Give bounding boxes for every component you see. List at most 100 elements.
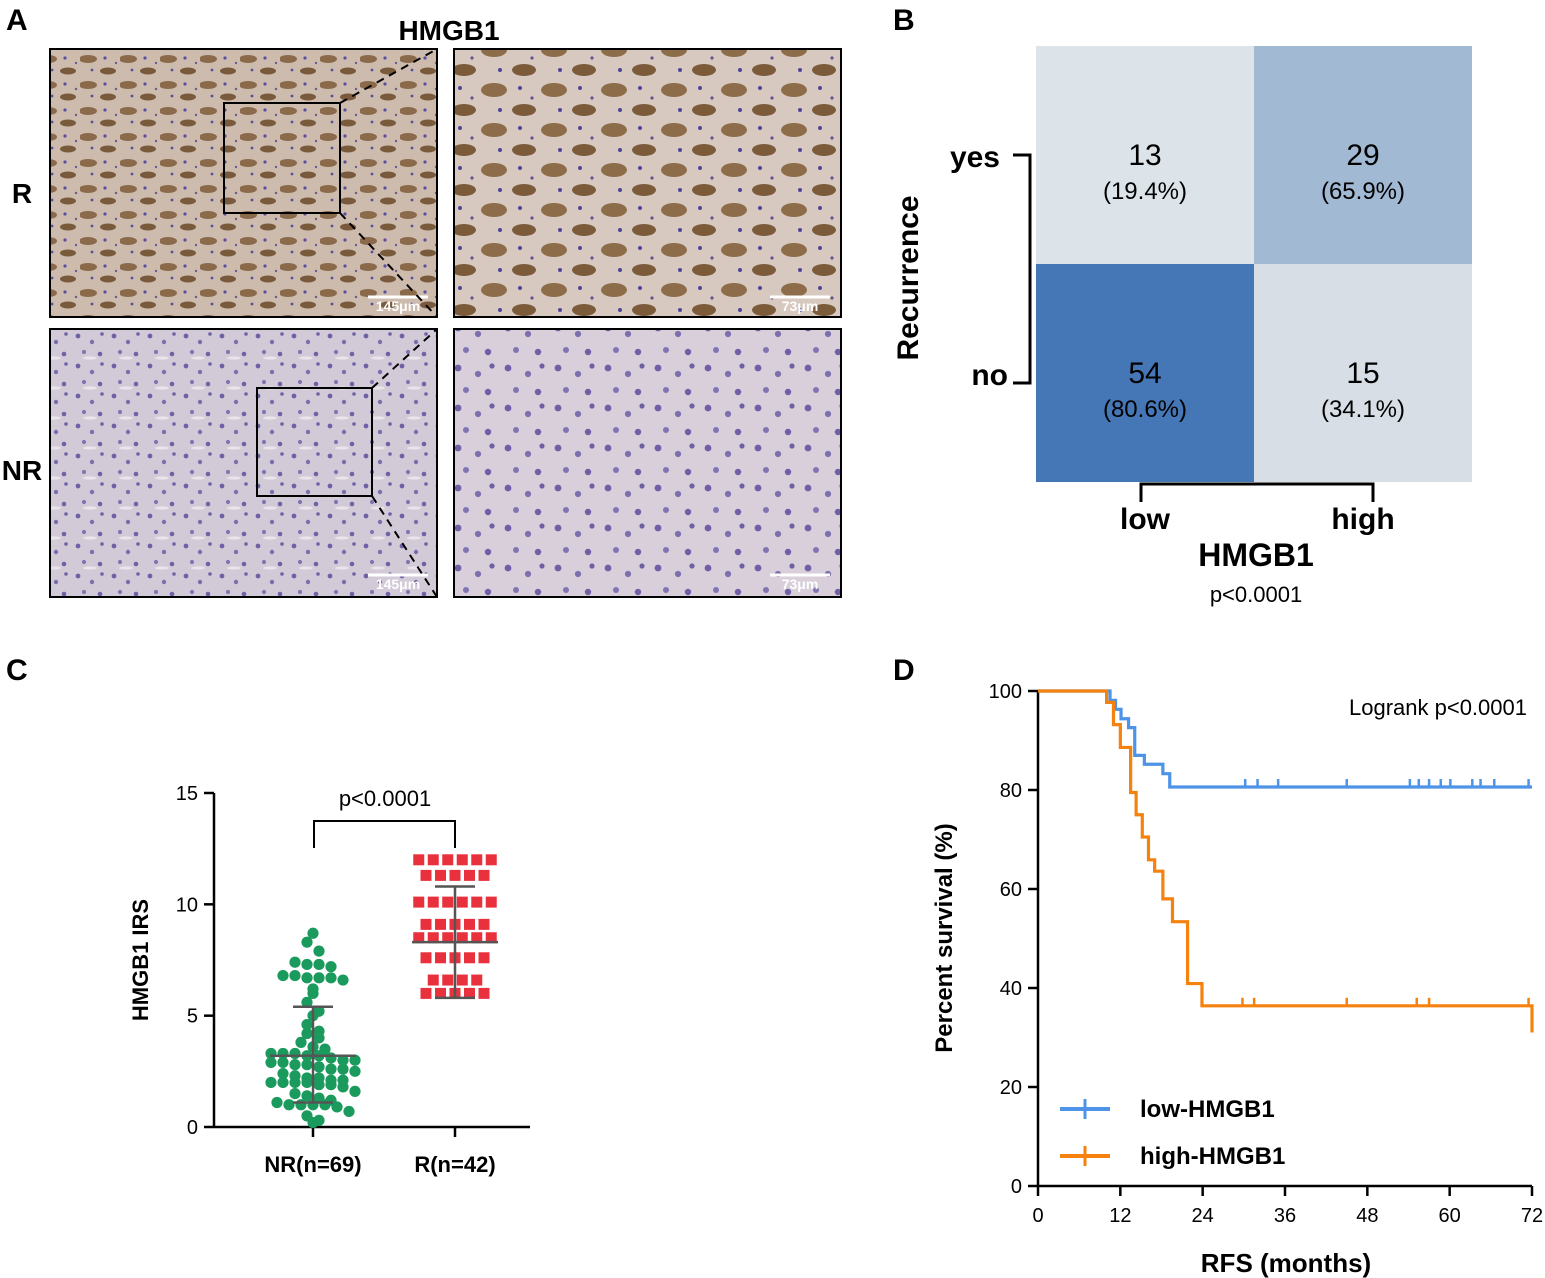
micrograph-r-zoom: 73μm — [453, 48, 842, 318]
r-data-point — [413, 854, 425, 866]
panel-b: B 13 (19.4%) 29 (65.9%) 54 (80.6%) 15 (3… — [892, 4, 1472, 607]
r-data-point — [427, 974, 439, 986]
panel-c: C HMGB1 IRS NR(n=69) R(n=42) p<0.0001 0 5… — [6, 654, 530, 1177]
nr-data-point — [301, 972, 313, 984]
cell-percent: (80.6%) — [1103, 396, 1187, 423]
heatmap-cell-no-low — [1036, 264, 1254, 482]
nr-data-point — [301, 996, 313, 1008]
r-data-point — [478, 952, 490, 964]
r-data-point — [413, 932, 425, 944]
r-data-point — [485, 896, 497, 908]
y-tick-label: 10 — [176, 894, 198, 916]
nr-data-point — [307, 927, 319, 939]
cell-percent: (65.9%) — [1321, 178, 1405, 205]
nr-data-point — [301, 1059, 313, 1071]
x-tick-label: 48 — [1356, 1205, 1378, 1227]
zoom-box-r — [223, 102, 341, 214]
x-category-r: R(n=42) — [414, 1152, 495, 1177]
micrograph-nr-zoom: 73μm — [453, 328, 842, 598]
x-tick-label: 12 — [1109, 1205, 1131, 1227]
nr-data-point — [337, 1063, 349, 1075]
cell-percent: (19.4%) — [1103, 178, 1187, 205]
nr-data-point — [313, 1061, 325, 1073]
r-data-point — [471, 932, 483, 944]
r-data-point — [420, 987, 432, 999]
nr-data-point — [325, 1063, 337, 1075]
y-tick-label: 0 — [187, 1117, 198, 1139]
nr-data-point — [337, 1054, 349, 1066]
nr-data-point — [295, 1036, 307, 1048]
p-value-label: p<0.0001 — [1210, 582, 1302, 607]
row-label-nr: NR — [2, 455, 42, 486]
nr-data-point — [289, 1047, 301, 1060]
legend-label-high: high-HMGB1 — [1140, 1143, 1285, 1170]
nr-data-point — [307, 983, 319, 995]
panel-label-c: C — [6, 654, 28, 687]
nr-data-point — [265, 1047, 277, 1060]
y-axis-title: Percent survival (%) — [931, 823, 958, 1052]
nr-data-point — [349, 1065, 361, 1077]
cell-count: 29 — [1346, 139, 1379, 172]
zoom-connector — [339, 212, 438, 318]
micrograph-r-overview: 145μm — [49, 48, 438, 318]
r-data-point — [442, 854, 454, 866]
panel-a: A HMGB1 R NR 145μm 73μm 145μm 73μm — [2, 4, 842, 598]
r-data-point — [456, 974, 468, 986]
nr-data-point — [325, 1094, 337, 1106]
zoom-connector — [371, 328, 438, 389]
nr-data-point — [301, 936, 313, 948]
x-bracket — [1139, 482, 1375, 502]
x-category-nr: NR(n=69) — [264, 1152, 361, 1177]
nr-data-point — [349, 1054, 361, 1066]
r-data-point — [420, 869, 432, 881]
nr-data-point — [325, 961, 337, 973]
r-data-point — [478, 987, 490, 999]
x-tick-label: 24 — [1192, 1205, 1214, 1227]
panel-d: D Percent survival (%) RFS (months) Logr… — [893, 654, 1543, 1278]
r-data-point — [456, 932, 468, 944]
r-data-point — [420, 952, 432, 964]
nr-data-point — [301, 958, 313, 971]
cell-count: 54 — [1128, 357, 1161, 390]
r-data-point — [471, 854, 483, 866]
r-data-point — [464, 952, 475, 964]
y-axis-title: Recurrence — [892, 195, 925, 360]
nr-data-point — [301, 1090, 313, 1102]
r-data-point — [485, 854, 497, 866]
nr-data-point — [301, 1110, 313, 1122]
x-tick-label: 60 — [1439, 1205, 1461, 1227]
r-data-point — [464, 869, 475, 881]
y-tick-label: 60 — [1000, 879, 1022, 901]
y-tick-label: 0 — [1011, 1176, 1022, 1198]
r-data-point — [464, 918, 475, 930]
legend: low-HMGB1 high-HMGB1 — [1060, 1096, 1285, 1170]
x-category-low: low — [1120, 503, 1171, 536]
r-data-point — [471, 974, 483, 986]
nr-data-point — [265, 1056, 277, 1069]
nr-data-point — [301, 1027, 313, 1040]
nr-data-point — [313, 1005, 325, 1017]
r-data-point — [456, 854, 468, 866]
y-tick-label: 15 — [176, 783, 198, 805]
nr-data-point — [337, 1074, 349, 1086]
y-tick-label: 20 — [1000, 1077, 1022, 1099]
y-bracket — [1013, 153, 1032, 385]
y-category-yes: yes — [950, 141, 1000, 174]
r-data-point — [442, 932, 454, 944]
nr-data-point — [325, 972, 337, 984]
nr-data-point — [271, 1096, 283, 1109]
scale-bar-label: 73μm — [782, 298, 819, 314]
panel-a-title: HMGB1 — [398, 15, 499, 46]
nr-data-point — [265, 1076, 277, 1089]
zoom-connector — [371, 495, 438, 598]
r-data-point — [435, 918, 446, 930]
r-data-point — [427, 896, 439, 908]
r-data-point — [478, 869, 490, 881]
legend-label-low: low-HMGB1 — [1140, 1096, 1275, 1123]
scale-bar-label: 73μm — [782, 576, 819, 592]
r-data-point — [420, 918, 432, 930]
nr-data-point — [313, 1114, 325, 1126]
y-tick-label: 80 — [1000, 780, 1022, 802]
zoom-connector — [339, 48, 438, 104]
